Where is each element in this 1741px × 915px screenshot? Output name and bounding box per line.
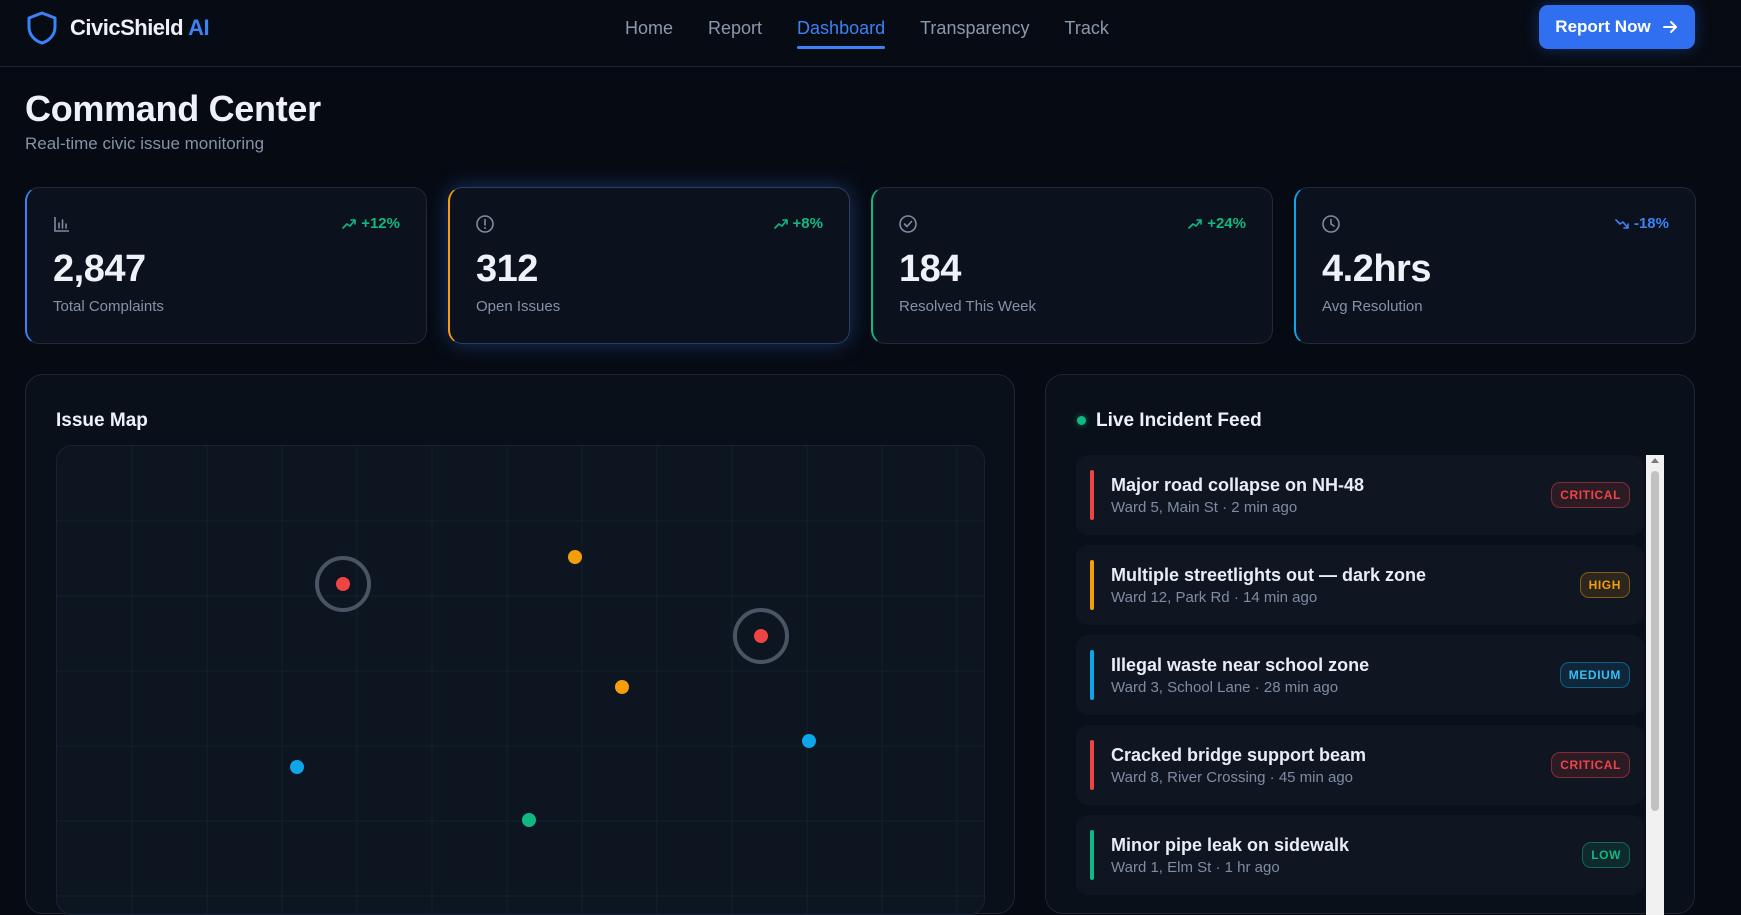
brand-logo[interactable]: CivicShield AI (26, 10, 210, 46)
map-marker-critical[interactable] (754, 629, 768, 643)
clock-icon (1322, 215, 1340, 233)
issue-map[interactable] (56, 445, 985, 915)
incident-item[interactable]: Minor pipe leak on sidewalk Ward 1, Elm … (1076, 815, 1644, 895)
trending-down-icon (1615, 218, 1629, 229)
page-subtitle: Real-time civic issue monitoring (25, 134, 265, 153)
stat-card-resolved: +24% 184 Resolved This Week (871, 187, 1273, 344)
map-marker-critical[interactable] (336, 577, 350, 591)
top-navbar: CivicShield AI Home Report Dashboard Tran… (0, 0, 1741, 67)
severity-bar (1090, 560, 1094, 610)
severity-badge: HIGH (1579, 572, 1630, 598)
brand-name: CivicShield AI (70, 15, 210, 40)
trend-indicator: +8% (773, 215, 823, 232)
marker-pulse-ring (315, 556, 371, 612)
severity-bar (1090, 650, 1094, 700)
feed-scrollbar[interactable] (1646, 455, 1664, 915)
incident-title: Major road collapse on NH-48 (1111, 475, 1365, 495)
map-marker-medium[interactable] (290, 760, 304, 774)
incident-item[interactable]: Major road collapse on NH-48 Ward 5, Mai… (1076, 455, 1644, 535)
incident-title: Cracked bridge support beam (1111, 745, 1367, 765)
map-marker-high[interactable] (568, 550, 582, 564)
severity-badge: LOW (1582, 842, 1630, 868)
trending-up-icon (342, 218, 357, 229)
nav-link-home[interactable]: Home (625, 18, 674, 38)
stat-label: Total Complaints (53, 298, 164, 315)
stat-value: 184 (899, 248, 961, 290)
incident-meta: Ward 12, Park Rd · 14 min ago (1111, 589, 1318, 606)
stat-value: 2,847 (53, 248, 146, 290)
scroll-up-arrow[interactable] (1651, 458, 1659, 463)
map-marker-medium[interactable] (802, 734, 816, 748)
nav-link-report[interactable]: Report (708, 18, 763, 38)
incident-list: Major road collapse on NH-48 Ward 5, Mai… (1076, 455, 1644, 915)
report-now-button[interactable]: Report Now (1539, 5, 1695, 49)
issue-map-title: Issue Map (56, 410, 148, 431)
map-canvas[interactable] (57, 446, 985, 915)
stat-value: 4.2hrs (1322, 248, 1431, 290)
page-title: Command Center (25, 88, 321, 129)
live-incident-feed-panel: Live Incident Feed Major road collapse o… (1045, 374, 1695, 915)
incident-meta: Ward 8, River Crossing · 45 min ago (1111, 769, 1354, 786)
bar-chart-icon (54, 217, 69, 232)
incident-item[interactable]: Multiple streetlights out — dark zone Wa… (1076, 545, 1644, 625)
nav-links: Home Report Dashboard Transparency Track (625, 16, 1144, 49)
severity-badge: CRITICAL (1551, 482, 1630, 508)
severity-bar (1090, 740, 1094, 790)
map-marker-high[interactable] (615, 680, 629, 694)
incident-meta: Ward 5, Main St · 2 min ago (1111, 499, 1298, 516)
stat-value: 312 (476, 248, 538, 290)
incident-title: Minor pipe leak on sidewalk (1111, 835, 1350, 855)
live-status-dot (1077, 416, 1086, 425)
incident-meta: Ward 3, School Lane · 28 min ago (1111, 679, 1339, 696)
scroll-thumb[interactable] (1651, 471, 1659, 811)
severity-bar (1090, 470, 1094, 520)
trending-up-icon (1188, 218, 1203, 229)
live-feed-title: Live Incident Feed (1096, 410, 1262, 431)
stat-label: Resolved This Week (899, 298, 1037, 315)
stat-card-open-issues: +8% 312 Open Issues (448, 187, 850, 344)
severity-badge: MEDIUM (1559, 662, 1630, 688)
severity-bar (1090, 830, 1094, 880)
incident-title: Multiple streetlights out — dark zone (1111, 565, 1427, 585)
issue-map-panel: Issue Map (25, 374, 1015, 915)
nav-link-transparency[interactable]: Transparency (920, 18, 1030, 38)
arrow-right-icon (1662, 21, 1677, 33)
stat-card-avg-resolution: -18% 4.2hrs Avg Resolution (1294, 187, 1696, 344)
report-now-label: Report Now (1555, 17, 1651, 36)
stat-card-total-complaints: +12% 2,847 Total Complaints (25, 187, 427, 344)
stat-label: Avg Resolution (1322, 298, 1423, 315)
incident-item[interactable]: Cracked bridge support beam Ward 8, Rive… (1076, 725, 1644, 805)
shield-icon (27, 11, 57, 45)
incident-item[interactable]: Illegal waste near school zone Ward 3, S… (1076, 635, 1644, 715)
incident-title: Illegal waste near school zone (1111, 655, 1370, 675)
trend-indicator: +24% (1188, 215, 1246, 232)
severity-badge: CRITICAL (1551, 752, 1630, 778)
marker-pulse-ring (733, 608, 789, 664)
trending-up-icon (773, 218, 788, 229)
check-circle-icon (899, 215, 917, 233)
stat-label: Open Issues (476, 298, 561, 315)
nav-link-dashboard[interactable]: Dashboard (797, 16, 886, 49)
trend-indicator: +12% (342, 215, 400, 232)
map-marker-low[interactable] (522, 813, 536, 827)
alert-circle-icon (476, 215, 494, 233)
trend-indicator: -18% (1615, 215, 1669, 232)
nav-link-track[interactable]: Track (1064, 18, 1109, 38)
incident-meta: Ward 1, Elm St · 1 hr ago (1111, 859, 1280, 876)
